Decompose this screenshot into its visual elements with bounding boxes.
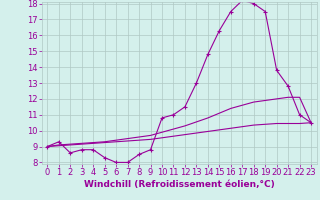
X-axis label: Windchill (Refroidissement éolien,°C): Windchill (Refroidissement éolien,°C) (84, 180, 275, 189)
